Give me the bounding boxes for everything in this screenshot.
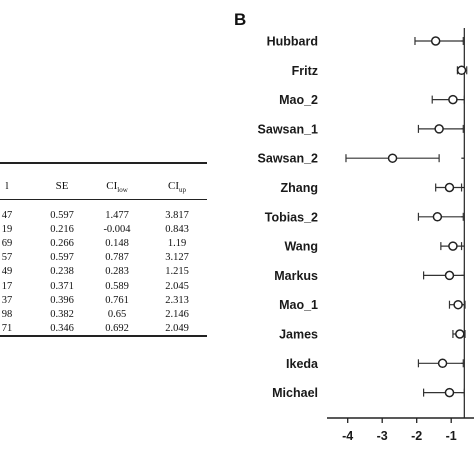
cell-se: 0.216: [50, 224, 74, 236]
cell-col0: 98: [1, 308, 13, 320]
cell-col0: 69: [1, 238, 13, 250]
table-bottom-rule: [0, 335, 207, 337]
header-ci-low: CIlow: [106, 180, 128, 194]
cell-ci-up: 3.127: [165, 252, 189, 264]
study-label: Ikeda: [286, 357, 319, 371]
point-estimate: [456, 65, 467, 76]
estimates-table: l SE CIlow CIup 47 0.597 1.477 3.817 19 0.216…: [0, 0, 215, 474]
study-label: Michael: [272, 386, 318, 400]
cell-ci-up: 2.146: [165, 308, 189, 320]
cell-ci-low: -0.004: [103, 224, 131, 236]
study-row: Sawsan_1: [258, 122, 465, 136]
point-estimate: [455, 329, 465, 339]
cell-col0: 57: [1, 252, 13, 264]
forest-plot-panel: B -4 -3 -2 -1 Hubbard Fritz Mao_2 Sawsan_1 Sawsa…: [215, 0, 474, 474]
cell-col0: 71: [1, 322, 13, 334]
table-header-rule: [0, 199, 207, 201]
table-top-rule: [0, 162, 207, 164]
study-label: Mao_2: [279, 93, 318, 107]
cell-ci-low: 0.283: [105, 266, 129, 278]
point-estimate: [444, 270, 455, 281]
cell-col0: 37: [1, 294, 13, 306]
x-tick-label: -3: [377, 429, 388, 443]
study-label: Zhang: [281, 181, 319, 195]
cell-ci-up: 3.817: [165, 210, 189, 221]
cell-se: 0.238: [50, 266, 74, 278]
point-estimate: [437, 358, 448, 369]
forest-plot: -4 -3 -2 -1 Hubbard Fritz Mao_2 Sawsan_1 Sawsan_…: [258, 28, 474, 443]
point-estimate: [448, 241, 458, 251]
study-label: Wang: [284, 240, 318, 254]
header-ci-low-main: CI: [106, 180, 118, 192]
cell-ci-low: 1.477: [105, 210, 129, 221]
study-row: James: [279, 328, 466, 342]
study-row: Tobias_2: [265, 210, 465, 224]
cell-ci-up: 0.843: [165, 224, 189, 236]
cell-ci-up: 1.215: [165, 266, 189, 278]
study-label: James: [279, 328, 318, 342]
x-axis: -4 -3 -2 -1: [327, 417, 474, 443]
x-tick-label: -4: [342, 429, 353, 443]
cell-ci-low: 0.787: [105, 252, 129, 264]
panel-label: B: [234, 10, 247, 29]
study-row: Mao_1: [279, 298, 466, 312]
study-row: Sawsan_2: [258, 152, 465, 166]
cell-ci-up: 1.19: [167, 238, 187, 250]
cell-ci-up: 2.045: [165, 280, 189, 292]
point-estimate: [453, 299, 463, 310]
study-label: Markus: [274, 269, 318, 283]
study-label: Mao_1: [279, 298, 318, 312]
cell-ci-up: 2.049: [165, 322, 189, 334]
point-estimate: [430, 36, 441, 46]
x-tick-label: -1: [446, 429, 457, 443]
study-label: Hubbard: [267, 35, 318, 49]
cell-se: 0.597: [50, 252, 74, 264]
header-ci-up-sub: up: [179, 186, 186, 195]
cell-ci-low: 0.65: [107, 308, 127, 320]
study-row: Mao_2: [279, 93, 465, 107]
study-label: Tobias_2: [265, 210, 318, 224]
cell-ci-low: 0.589: [105, 280, 129, 292]
header-ci-up: CIup: [168, 180, 186, 194]
cell-ci-low: 0.761: [105, 294, 129, 306]
study-row: Wang: [284, 240, 465, 254]
study-row: Michael: [272, 386, 465, 400]
point-estimate: [444, 182, 455, 193]
study-row: Zhang: [281, 181, 465, 195]
study-row: Ikeda: [286, 357, 465, 371]
cell-se: 0.396: [50, 294, 74, 306]
header-ci-low-sub: low: [117, 186, 128, 195]
point-estimate: [444, 387, 455, 398]
point-estimate: [387, 153, 398, 163]
header-se: SE: [55, 180, 69, 192]
point-estimate: [448, 94, 458, 105]
cell-ci-up: 2.313: [165, 294, 189, 306]
x-tick-label: -2: [411, 429, 422, 443]
cell-col0: 19: [1, 224, 13, 236]
point-estimate: [434, 124, 444, 134]
study-label: Sawsan_1: [258, 122, 319, 136]
study-row: Hubbard: [267, 35, 465, 49]
cell-se: 0.266: [50, 238, 74, 250]
point-estimate: [432, 212, 443, 222]
study-label: Sawsan_2: [258, 152, 319, 166]
cell-col0: 49: [1, 266, 13, 278]
cell-se: 0.371: [50, 280, 74, 292]
header-ci-up-main: CI: [168, 180, 179, 192]
study-row: Markus: [274, 269, 465, 283]
cell-col0: 47: [1, 210, 13, 221]
study-row: Fritz: [292, 64, 468, 78]
cell-se: 0.597: [50, 210, 74, 221]
cell-ci-low: 0.148: [105, 238, 129, 250]
study-label: Fritz: [292, 64, 318, 78]
cell-se: 0.382: [50, 308, 74, 320]
cell-ci-low: 0.692: [105, 322, 129, 334]
cell-col0: 17: [1, 280, 13, 292]
header-col0: l: [5, 180, 9, 192]
cell-se: 0.346: [50, 322, 74, 334]
